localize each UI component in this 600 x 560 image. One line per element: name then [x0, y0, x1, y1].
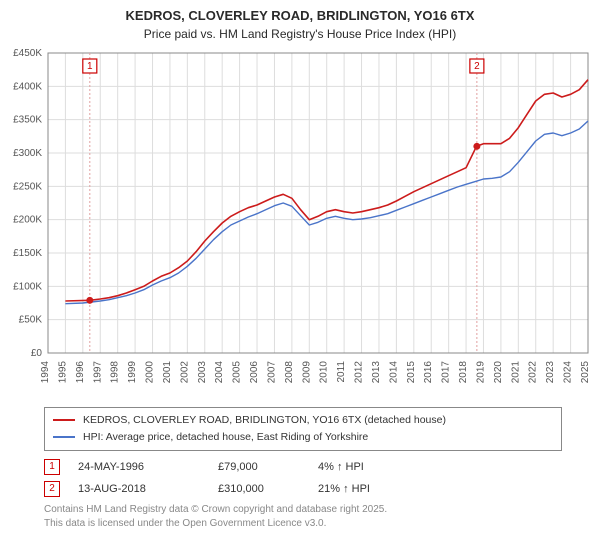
row-delta: 4% ↑ HPI — [318, 461, 364, 473]
svg-text:£0: £0 — [31, 348, 43, 359]
svg-text:2004: 2004 — [214, 361, 225, 384]
transaction-row: 2 13-AUG-2018£310,00021% ↑ HPI — [44, 481, 590, 497]
svg-text:£100K: £100K — [13, 281, 42, 292]
svg-text:2011: 2011 — [336, 361, 347, 383]
svg-text:2: 2 — [474, 61, 480, 72]
svg-text:1: 1 — [87, 61, 93, 72]
footer: Contains HM Land Registry data © Crown c… — [44, 503, 590, 531]
title-main: KEDROS, CLOVERLEY ROAD, BRIDLINGTON, YO1… — [0, 8, 600, 23]
svg-text:2002: 2002 — [179, 361, 190, 384]
svg-text:2009: 2009 — [301, 361, 312, 384]
transaction-row: 1 24-MAY-1996£79,0004% ↑ HPI — [44, 459, 590, 475]
svg-text:£250K: £250K — [13, 181, 42, 192]
plot-area: £0 £50K £100K £150K £200K £250K £300K £350K £400… — [0, 43, 600, 403]
title-sub: Price paid vs. HM Land Registry's House … — [0, 27, 600, 41]
row-price: £79,000 — [218, 461, 318, 473]
chart-titles: KEDROS, CLOVERLEY ROAD, BRIDLINGTON, YO1… — [0, 0, 600, 43]
svg-text:£50K: £50K — [19, 315, 43, 326]
svg-text:1996: 1996 — [75, 361, 86, 384]
legend: KEDROS, CLOVERLEY ROAD, BRIDLINGTON, YO1… — [44, 407, 590, 451]
row-marker: 1 — [44, 459, 60, 475]
legend-label: KEDROS, CLOVERLEY ROAD, BRIDLINGTON, YO1… — [83, 412, 446, 429]
row-price: £310,000 — [218, 483, 318, 495]
svg-text:1999: 1999 — [127, 361, 138, 384]
svg-text:1997: 1997 — [92, 361, 103, 384]
svg-text:£200K: £200K — [13, 215, 42, 226]
svg-text:2001: 2001 — [162, 361, 173, 384]
svg-text:2025: 2025 — [580, 361, 591, 384]
svg-text:2005: 2005 — [232, 361, 243, 384]
svg-text:2024: 2024 — [563, 361, 574, 384]
svg-text:2014: 2014 — [388, 361, 399, 384]
svg-text:2017: 2017 — [441, 361, 452, 384]
svg-text:2013: 2013 — [371, 361, 382, 384]
svg-text:2022: 2022 — [528, 361, 539, 384]
svg-text:£350K: £350K — [13, 115, 42, 126]
svg-text:£300K: £300K — [13, 148, 42, 159]
legend-label: HPI: Average price, detached house, East… — [83, 429, 368, 446]
svg-text:2007: 2007 — [266, 361, 277, 384]
row-marker: 2 — [44, 481, 60, 497]
legend-swatch — [53, 436, 75, 438]
svg-text:£450K: £450K — [13, 48, 42, 59]
svg-text:2010: 2010 — [319, 361, 330, 384]
svg-text:1995: 1995 — [57, 361, 68, 384]
footer-line-2: This data is licensed under the Open Gov… — [44, 517, 590, 531]
footer-line-1: Contains HM Land Registry data © Crown c… — [44, 503, 590, 517]
legend-item: HPI: Average price, detached house, East… — [53, 429, 553, 446]
svg-text:£400K: £400K — [13, 81, 42, 92]
svg-text:2021: 2021 — [510, 361, 521, 384]
legend-box: KEDROS, CLOVERLEY ROAD, BRIDLINGTON, YO1… — [44, 407, 562, 451]
svg-text:2008: 2008 — [284, 361, 295, 384]
row-delta: 21% ↑ HPI — [318, 483, 370, 495]
svg-text:2023: 2023 — [545, 361, 556, 384]
svg-text:2018: 2018 — [458, 361, 469, 384]
transaction-rows: 1 24-MAY-1996£79,0004% ↑ HPI 2 13-AUG-2018£… — [44, 459, 590, 497]
line-chart-svg: £0 £50K £100K £150K £200K £250K £300K £350K £400… — [0, 43, 600, 403]
svg-text:2019: 2019 — [475, 361, 486, 384]
svg-text:2003: 2003 — [197, 361, 208, 384]
legend-swatch — [53, 419, 75, 421]
svg-text:2012: 2012 — [354, 361, 365, 384]
svg-text:1994: 1994 — [40, 361, 51, 384]
svg-text:2000: 2000 — [145, 361, 156, 384]
chart-container: KEDROS, CLOVERLEY ROAD, BRIDLINGTON, YO1… — [0, 0, 600, 531]
legend-item: KEDROS, CLOVERLEY ROAD, BRIDLINGTON, YO1… — [53, 412, 553, 429]
svg-text:1998: 1998 — [110, 361, 121, 384]
svg-text:2015: 2015 — [406, 361, 417, 384]
row-date: 13-AUG-2018 — [78, 483, 218, 495]
svg-text:2020: 2020 — [493, 361, 504, 384]
svg-text:£150K: £150K — [13, 248, 42, 259]
row-date: 24-MAY-1996 — [78, 461, 218, 473]
svg-text:2006: 2006 — [249, 361, 260, 384]
svg-text:2016: 2016 — [423, 361, 434, 384]
